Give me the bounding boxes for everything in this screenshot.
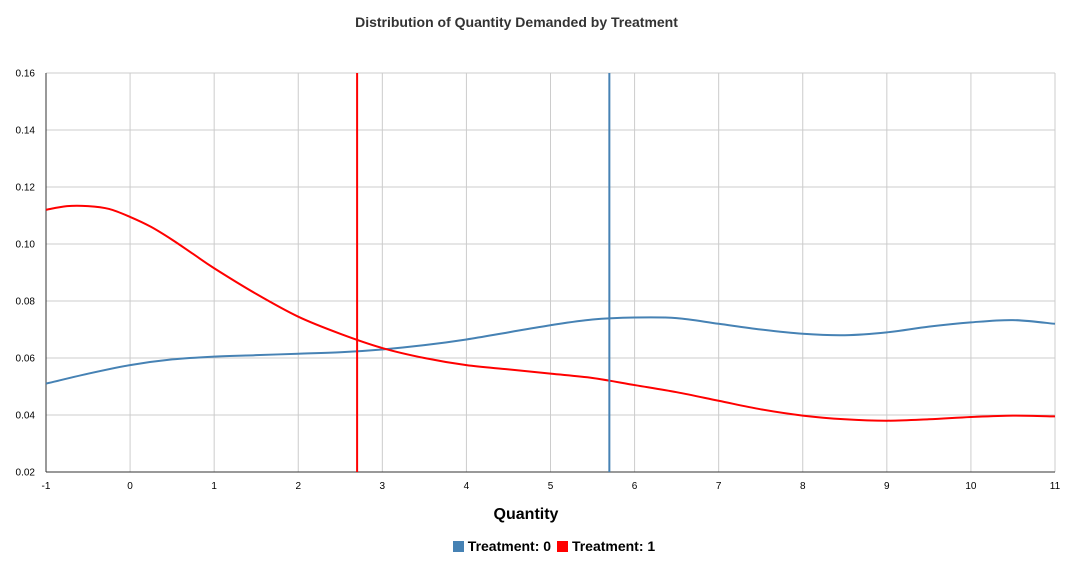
x-tick-label: 9	[884, 481, 890, 492]
x-tick-label: 0	[127, 481, 133, 492]
legend-label-treatment-0: Treatment: 0	[467, 538, 552, 554]
mean-lines-layer	[356, 73, 611, 472]
x-tick-label: 5	[548, 481, 554, 492]
series-line-treatment-0	[45, 316, 1056, 385]
y-tick-label: 0.06	[16, 354, 36, 365]
axis-layer	[45, 73, 1055, 473]
series-line-treatment-1	[45, 204, 1056, 422]
x-tick-label: 10	[965, 481, 977, 492]
series-layer	[45, 204, 1056, 422]
tick-labels-layer: -1 0 1 2 3 4 5 6 7 8 9 10 11 0.02 0.04 0.06 0.08 0.10 0.12…	[16, 69, 1061, 493]
x-tick-label: 4	[464, 481, 470, 492]
y-tick-label: 0.12	[16, 183, 36, 194]
x-tick-label: 6	[632, 481, 638, 492]
x-tick-label: 1	[211, 481, 217, 492]
legend-item-treatment-1[interactable]: Treatment: 1	[556, 538, 656, 554]
legend-label-treatment-1: Treatment: 1	[571, 538, 656, 554]
x-axis-label: Quantity	[493, 506, 559, 523]
x-tick-label: 11	[1050, 481, 1061, 492]
x-tick-label: 7	[716, 481, 722, 492]
y-tick-label: 0.14	[16, 126, 36, 137]
y-tick-label: 0.08	[16, 297, 36, 308]
x-tick-label: -1	[42, 481, 51, 492]
legend-item-treatment-0[interactable]: Treatment: 0	[452, 538, 552, 554]
y-tick-label: 0.02	[16, 468, 36, 479]
chart-title: Distribution of Quantity Demanded by Tre…	[355, 14, 678, 30]
y-tick-label: 0.16	[16, 69, 36, 80]
x-tick-label: 8	[800, 481, 806, 492]
legend-swatch-treatment-1	[556, 540, 568, 552]
x-tick-label: 3	[380, 481, 386, 492]
grid-layer	[45, 72, 1056, 473]
legend: Treatment: 0 Treatment: 1	[0, 538, 1077, 555]
legend-swatch-treatment-0	[452, 540, 464, 552]
x-tick-label: 2	[295, 481, 301, 492]
y-tick-label: 0.04	[16, 411, 36, 422]
y-tick-label: 0.10	[16, 240, 36, 251]
